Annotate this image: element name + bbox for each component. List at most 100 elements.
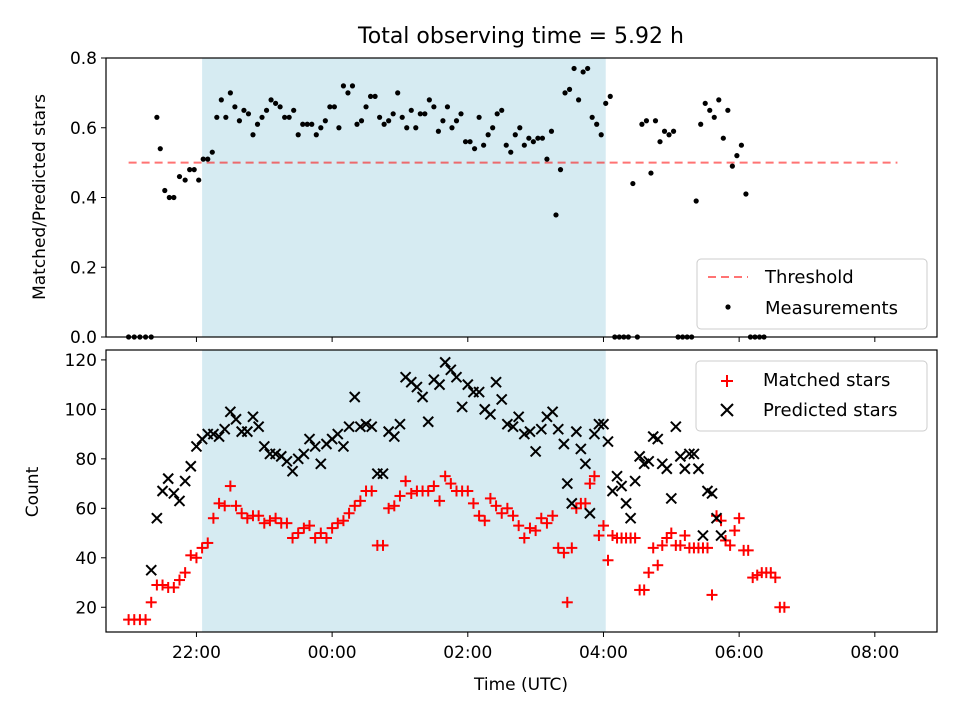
- measurement-point: [711, 114, 717, 120]
- matched-point: [701, 542, 713, 554]
- predicted-point: [501, 418, 514, 430]
- measurement-point: [431, 104, 437, 110]
- matched-point: [439, 470, 451, 482]
- predicted-point: [439, 356, 451, 369]
- measurement-point: [462, 139, 469, 145]
- measurement-point: [435, 128, 441, 134]
- matched-point: [179, 567, 191, 579]
- measurement-point: [693, 198, 699, 204]
- measurement-point: [481, 142, 487, 148]
- matched-point: [304, 520, 316, 532]
- predicted-point: [507, 420, 519, 433]
- matched-point: [230, 500, 242, 512]
- predicted-point: [512, 411, 525, 423]
- predicted-point: [570, 425, 583, 438]
- predicted-point: [710, 512, 723, 524]
- predicted-point: [190, 440, 203, 453]
- matched-point: [643, 567, 655, 579]
- measurement-point: [241, 107, 247, 113]
- measurement-point: [259, 114, 265, 120]
- measurement-point: [390, 111, 396, 117]
- predicted-point: [247, 411, 259, 423]
- bottom-panel: 20 40 60 80 100 120 Count 22:00 00:00 02:00 04:0…: [23, 349, 938, 663]
- matched-point: [490, 500, 502, 512]
- predicted-point: [162, 472, 174, 485]
- matched-point: [629, 532, 641, 544]
- measurement-point: [508, 149, 514, 155]
- top-axes-frame: [105, 57, 938, 338]
- matched-point: [434, 495, 446, 507]
- predicted-point: [303, 433, 316, 445]
- matched-point: [552, 542, 564, 554]
- bottom-axes-frame: [105, 349, 938, 633]
- predicted-point: [674, 450, 687, 463]
- measurement-point: [381, 121, 387, 127]
- matched-point: [241, 512, 253, 524]
- matched-point: [383, 502, 395, 514]
- predicted-point: [411, 381, 423, 393]
- predicted-point: [258, 440, 270, 453]
- predicted-point: [588, 428, 601, 440]
- measurement-point: [702, 100, 708, 106]
- bottom-y-axis-label: Count: [23, 466, 43, 517]
- predicted-point: [496, 393, 508, 406]
- measurement-point: [318, 125, 324, 131]
- measurement-points: [126, 65, 767, 340]
- matched-stars-points: [123, 470, 790, 626]
- predicted-point: [213, 430, 225, 443]
- predicted-point: [552, 423, 564, 435]
- measurement-point: [603, 100, 609, 106]
- matched-point: [535, 512, 547, 524]
- matched-point: [264, 515, 276, 527]
- bottom-y-tick-label: 120: [65, 351, 97, 371]
- measurement-point: [157, 146, 163, 152]
- matched-point: [298, 522, 310, 534]
- legend-matched-swatch: [721, 375, 733, 387]
- measurement-point: [494, 111, 500, 117]
- measurement-point: [526, 135, 532, 141]
- bottom-y-tick-label: 100: [65, 400, 97, 420]
- measurement-point: [358, 118, 365, 124]
- measurement-point: [426, 97, 432, 103]
- matched-point: [388, 500, 400, 512]
- matched-point: [547, 510, 559, 522]
- matched-point: [638, 584, 650, 596]
- measurement-point: [738, 142, 745, 148]
- predicted-point: [145, 564, 157, 576]
- top-x-ticks: [195, 337, 876, 342]
- predicted-point: [269, 448, 282, 460]
- predicted-point: [207, 428, 220, 440]
- measurement-point: [300, 121, 306, 127]
- top-y-tick-label: 0.0: [70, 328, 97, 348]
- matched-point: [202, 537, 214, 549]
- measurement-point: [707, 107, 713, 113]
- matched-point: [473, 510, 485, 522]
- legend-threshold-label: Threshold: [764, 267, 854, 288]
- predicted-point: [535, 423, 547, 435]
- predicted-point: [252, 420, 265, 433]
- measurement-point: [471, 146, 478, 152]
- legend-predicted-label: Predicted stars: [763, 400, 897, 421]
- legend-predicted-swatch: [720, 403, 734, 417]
- matched-point: [724, 539, 736, 551]
- matched-point: [729, 525, 741, 537]
- measurement-point: [453, 118, 460, 124]
- matched-point: [566, 542, 578, 554]
- measurement-point: [607, 93, 613, 99]
- matched-point: [742, 544, 754, 556]
- matched-point: [769, 572, 781, 584]
- predicted-point: [377, 467, 389, 480]
- measurement-point: [743, 191, 749, 197]
- matched-point: [665, 527, 677, 539]
- matched-point: [196, 542, 208, 554]
- predicted-point: [354, 420, 367, 433]
- matched-point: [778, 601, 790, 613]
- top-y-tick-label: 0.4: [70, 189, 97, 209]
- matched-point: [518, 532, 530, 544]
- measurement-point: [154, 114, 160, 120]
- measurement-point: [331, 104, 337, 110]
- measurement-point: [594, 121, 600, 127]
- predicted-point: [337, 440, 350, 453]
- measurement-point: [254, 121, 261, 127]
- matched-point: [145, 596, 157, 608]
